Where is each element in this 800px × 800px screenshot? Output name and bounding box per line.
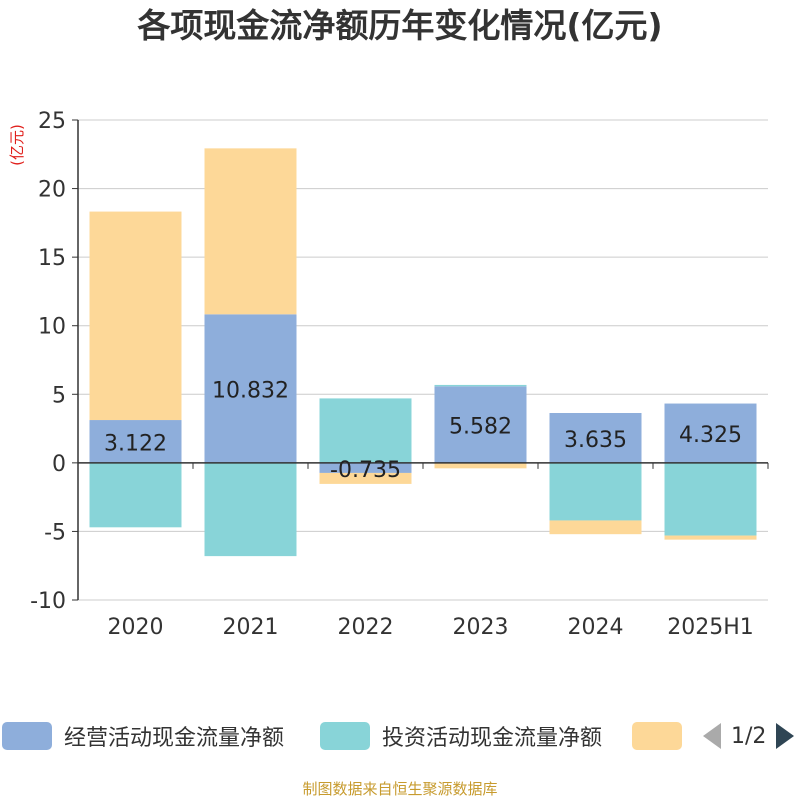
data-label-2021: 10.832 (212, 379, 289, 404)
bar-series2-2023 (434, 384, 527, 387)
y-tick-label: 20 (38, 178, 66, 203)
y-tick-label: 0 (52, 452, 66, 477)
x-tick-label: 2021 (223, 615, 279, 640)
bar-series1-2022 (319, 462, 412, 473)
bar-series2-2020 (89, 462, 182, 528)
x-tick-label: 2024 (568, 615, 624, 640)
x-tick-label: 2023 (453, 615, 509, 640)
bar-series2-2021 (204, 462, 297, 557)
legend-label-investing: 投资活动现金流量净额 (382, 726, 603, 751)
bar-series3-2025H1 (664, 535, 757, 540)
source-note: 制图数据来自恒生聚源数据库 (302, 780, 498, 798)
bar-series2-2025H1 (664, 462, 757, 536)
bar-series3-2024 (549, 520, 642, 535)
bar-series3-2021 (204, 148, 297, 315)
chart-title: 各项现金流净额历年变化情况(亿元) (137, 6, 663, 45)
y-tick-label: -5 (44, 520, 66, 545)
prev-page-icon[interactable] (703, 723, 721, 749)
legend: 经营活动现金流量净额 投资活动现金流量净额 1/2 (0, 716, 800, 756)
legend-swatch-investing (320, 722, 370, 750)
next-page-icon[interactable] (776, 723, 795, 749)
legend-item-operating[interactable]: 经营活动现金流量净额 (2, 716, 284, 756)
y-tick-label: 5 (52, 383, 66, 408)
data-label-2023: 5.582 (449, 415, 512, 440)
legend-swatch-operating (2, 722, 52, 750)
data-label-2025H1: 4.325 (679, 423, 742, 448)
data-label-2024: 3.635 (564, 428, 627, 453)
legend-swatch-third-series (632, 722, 682, 750)
bar-series2-2024 (549, 462, 642, 521)
bar-series1-2023 (434, 386, 527, 463)
y-tick-label: 10 (38, 315, 66, 340)
bar-series3-2020 (89, 211, 182, 421)
bar-series3-2022 (319, 472, 412, 484)
legend-item-investing[interactable]: 投资活动现金流量净额 (320, 716, 602, 756)
x-tick-label: 2022 (338, 615, 394, 640)
bar-series1-2021 (204, 314, 297, 463)
legend-pager: 1/2 (703, 716, 795, 756)
y-tick-label: -10 (30, 589, 66, 614)
data-label-2022: -0.735 (330, 458, 401, 483)
bar-series3-2023 (434, 462, 527, 469)
legend-page-indicator: 1/2 (731, 723, 767, 749)
data-label-2020: 3.122 (104, 431, 167, 456)
y-tick-label: 15 (38, 246, 66, 271)
bar-series1-2024 (549, 413, 642, 463)
x-tick-label: 2025H1 (667, 615, 754, 640)
x-tick-label: 2020 (108, 615, 164, 640)
y-tick-label: 25 (38, 109, 66, 134)
bar-series1-2020 (89, 420, 182, 463)
bar-series2-2022 (319, 398, 412, 463)
bar-series1-2025H1 (664, 403, 757, 463)
y-axis-label: (亿元) (8, 124, 26, 166)
legend-item-third-series[interactable] (632, 716, 682, 756)
legend-label-operating: 经营活动现金流量净额 (64, 726, 285, 751)
bar-chart: 25 20 15 10 5 0 -5 -10 (亿元) 3.122 10.832 -0.735 5.58… (8, 109, 769, 640)
